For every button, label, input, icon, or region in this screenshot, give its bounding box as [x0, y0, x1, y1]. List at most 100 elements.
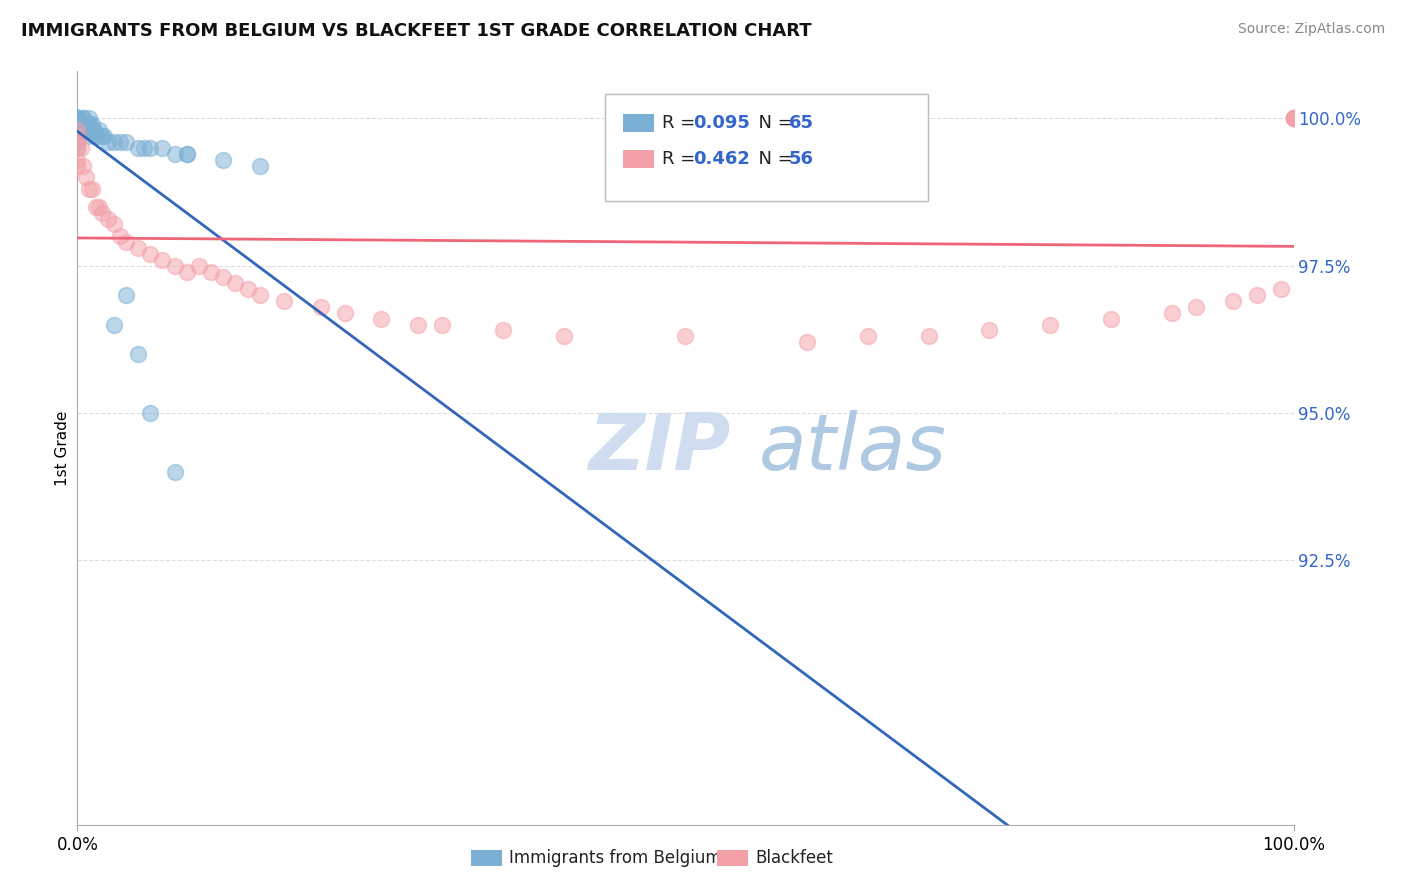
- Point: [1161, 306, 1184, 320]
- Point: [76, 117, 98, 131]
- Point: [675, 329, 697, 343]
- Text: 56: 56: [789, 150, 814, 168]
- Point: [76, 123, 98, 137]
- Point: [115, 235, 138, 249]
- Point: [108, 135, 131, 149]
- Point: [66, 123, 89, 137]
- Text: 0.462: 0.462: [693, 150, 749, 168]
- Point: [97, 135, 120, 149]
- Point: [139, 406, 162, 420]
- Point: [66, 123, 89, 137]
- Point: [66, 129, 89, 144]
- Point: [176, 146, 198, 161]
- Point: [66, 117, 89, 131]
- Point: [152, 252, 174, 267]
- Point: [66, 123, 89, 137]
- Point: [66, 112, 89, 126]
- Point: [249, 288, 271, 302]
- Point: [1282, 112, 1305, 126]
- Text: Blackfeet: Blackfeet: [755, 849, 832, 867]
- Point: [66, 123, 89, 137]
- Point: [333, 306, 356, 320]
- Point: [89, 123, 111, 137]
- Point: [127, 141, 149, 155]
- Point: [163, 465, 186, 479]
- Point: [66, 117, 89, 131]
- Point: [224, 277, 246, 291]
- Point: [86, 129, 108, 144]
- Point: [430, 318, 453, 332]
- Point: [163, 146, 186, 161]
- Point: [97, 211, 120, 226]
- Point: [188, 259, 211, 273]
- Point: [212, 153, 235, 167]
- Point: [115, 135, 138, 149]
- Point: [66, 135, 89, 149]
- Point: [66, 135, 89, 149]
- Point: [134, 141, 156, 155]
- Point: [83, 123, 105, 137]
- Point: [103, 218, 125, 232]
- Point: [66, 112, 89, 126]
- Point: [108, 229, 131, 244]
- Point: [72, 123, 94, 137]
- Point: [66, 129, 89, 144]
- Text: IMMIGRANTS FROM BELGIUM VS BLACKFEET 1ST GRADE CORRELATION CHART: IMMIGRANTS FROM BELGIUM VS BLACKFEET 1ST…: [21, 22, 811, 40]
- Point: [66, 117, 89, 131]
- Point: [79, 129, 101, 144]
- Point: [1270, 282, 1292, 296]
- Text: atlas: atlas: [758, 410, 946, 486]
- Point: [1222, 293, 1244, 308]
- Point: [1099, 311, 1122, 326]
- Point: [66, 141, 89, 155]
- Point: [127, 347, 149, 361]
- Y-axis label: 1st Grade: 1st Grade: [55, 410, 70, 486]
- Point: [66, 141, 89, 155]
- Point: [66, 123, 89, 137]
- Point: [90, 205, 112, 219]
- Text: Immigrants from Belgium: Immigrants from Belgium: [509, 849, 721, 867]
- Point: [72, 112, 94, 126]
- Point: [163, 259, 186, 273]
- Point: [75, 117, 97, 131]
- Point: [66, 112, 89, 126]
- Point: [176, 146, 198, 161]
- Text: N =: N =: [747, 150, 799, 168]
- Point: [236, 282, 259, 296]
- Text: N =: N =: [747, 114, 799, 132]
- Point: [90, 129, 112, 144]
- Point: [1246, 288, 1268, 302]
- Point: [66, 112, 89, 126]
- Point: [249, 159, 271, 173]
- Point: [1282, 112, 1305, 126]
- Point: [103, 135, 125, 149]
- Point: [139, 141, 162, 155]
- Point: [93, 129, 115, 144]
- Point: [66, 117, 89, 131]
- Point: [492, 323, 515, 337]
- Point: [1282, 112, 1305, 126]
- Text: 0.095: 0.095: [693, 114, 749, 132]
- Point: [66, 153, 89, 167]
- Point: [66, 112, 89, 126]
- Point: [66, 117, 89, 131]
- Point: [75, 170, 97, 185]
- Text: R =: R =: [662, 150, 702, 168]
- Point: [139, 247, 162, 261]
- Point: [127, 241, 149, 255]
- Point: [152, 141, 174, 155]
- Point: [1282, 112, 1305, 126]
- Point: [82, 123, 104, 137]
- Point: [200, 264, 222, 278]
- Point: [1282, 112, 1305, 126]
- Text: ZIP: ZIP: [588, 410, 730, 486]
- Point: [66, 159, 89, 173]
- Point: [79, 123, 101, 137]
- Point: [553, 329, 575, 343]
- Point: [918, 329, 941, 343]
- Point: [79, 117, 101, 131]
- Point: [75, 123, 97, 137]
- Point: [80, 182, 103, 196]
- Point: [84, 129, 107, 144]
- Point: [212, 270, 235, 285]
